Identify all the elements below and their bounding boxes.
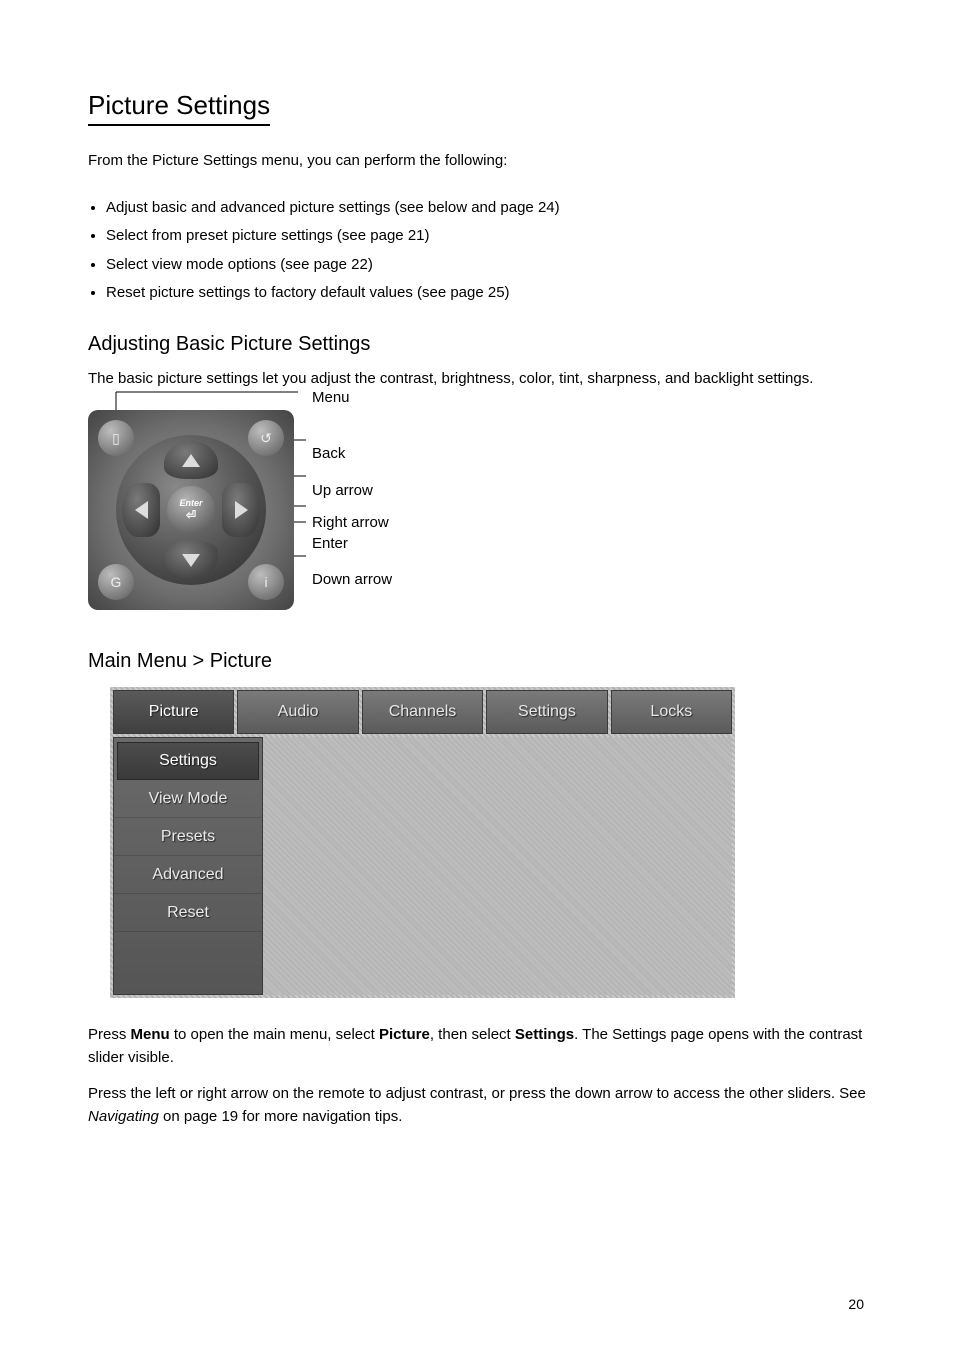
g-icon: G <box>111 574 122 590</box>
remote-guide-button[interactable]: G <box>98 564 134 600</box>
settings-keyword: Settings <box>515 1026 574 1043</box>
remote-menu-button[interactable]: ▯ <box>98 420 134 456</box>
remote-back-button[interactable]: ↺ <box>248 420 284 456</box>
menu-keyword: Menu <box>131 1026 170 1043</box>
dpad-enter[interactable]: Enter ⏎ <box>167 486 215 534</box>
dpad-up[interactable] <box>164 441 218 479</box>
tab-channels[interactable]: Channels <box>362 690 483 734</box>
osd-side-panel: Settings View Mode Presets Advanced Rese… <box>113 737 263 995</box>
osd-item-presets[interactable]: Presets <box>114 818 262 856</box>
osd-tabs: Picture Audio Channels Settings Locks <box>113 690 732 734</box>
dpad-right[interactable] <box>222 483 260 537</box>
info-icon: i <box>264 574 267 590</box>
tab-audio[interactable]: Audio <box>237 690 358 734</box>
bullet-item: Adjust basic and advanced picture settin… <box>106 197 866 220</box>
menu-path-title: Main Menu > Picture <box>88 650 866 673</box>
tab-locks[interactable]: Locks <box>611 690 732 734</box>
picture-keyword: Picture <box>379 1026 430 1043</box>
osd-content-area <box>263 737 732 995</box>
bullet-item: Select view mode options (see page 22) <box>106 254 866 277</box>
menu-icon: ▯ <box>112 430 120 447</box>
navigating-italic: Navigating <box>88 1108 159 1125</box>
bullet-item: Select from preset picture settings (see… <box>106 225 866 248</box>
dpad-down[interactable] <box>164 541 218 579</box>
osd-item-settings[interactable]: Settings <box>117 742 259 780</box>
label-menu: Menu <box>312 388 392 408</box>
dpad-left[interactable] <box>122 483 160 537</box>
label-back: Back <box>312 444 392 464</box>
tab-picture[interactable]: Picture <box>113 690 234 734</box>
adjust-body: The basic picture settings let you adjus… <box>88 368 866 391</box>
closing-paragraph-2: Press the left or right arrow on the rem… <box>88 1083 866 1128</box>
label-down: Down arrow <box>312 570 392 590</box>
back-icon: ↺ <box>260 430 272 447</box>
down-arrow-icon <box>182 554 200 567</box>
bullet-item: Reset picture settings to factory defaul… <box>106 282 866 305</box>
dpad-ring: Enter ⏎ <box>116 435 266 585</box>
remote-labels: Menu Back Up arrow Right arrow Enter Dow… <box>312 410 392 595</box>
label-up: Up arrow <box>312 481 392 501</box>
up-arrow-icon <box>182 454 200 467</box>
tab-settings[interactable]: Settings <box>486 690 607 734</box>
osd-menu: Picture Audio Channels Settings Locks Se… <box>110 687 735 998</box>
page-number: 20 <box>848 1296 864 1312</box>
closing-paragraph: Press Menu to open the main menu, select… <box>88 1024 866 1069</box>
osd-item-advanced[interactable]: Advanced <box>114 856 262 894</box>
remote-diagram: ▯ ↺ G i Enter ⏎ <box>88 410 294 610</box>
left-arrow-icon <box>135 501 148 519</box>
bullet-list: Adjust basic and advanced picture settin… <box>106 197 866 305</box>
enter-label: Enter <box>179 498 202 508</box>
adjust-heading: Adjusting Basic Picture Settings <box>88 333 866 356</box>
enter-icon: ⏎ <box>186 508 196 522</box>
label-enter: Enter <box>312 534 392 554</box>
label-right: Right arrow <box>312 513 392 533</box>
osd-item-viewmode[interactable]: View Mode <box>114 780 262 818</box>
osd-item-reset[interactable]: Reset <box>114 894 262 932</box>
remote-info-button[interactable]: i <box>248 564 284 600</box>
section-title: Picture Settings <box>88 90 270 126</box>
intro-text: From the Picture Settings menu, you can … <box>88 150 866 173</box>
right-arrow-icon <box>235 501 248 519</box>
